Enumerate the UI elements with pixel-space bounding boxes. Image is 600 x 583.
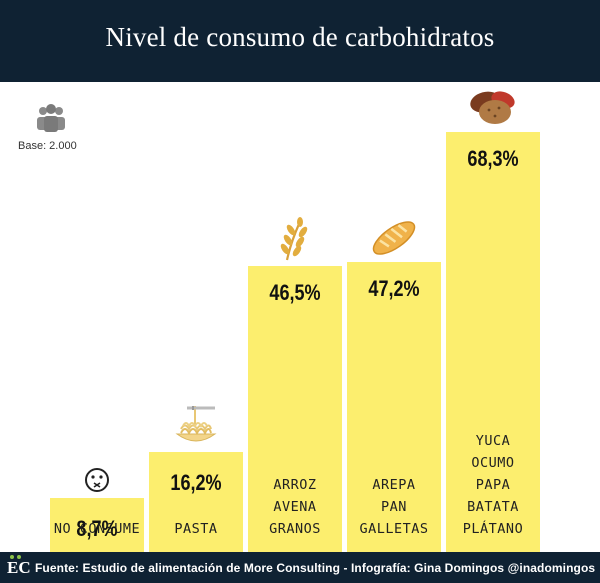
category-line: PAPA — [475, 477, 511, 493]
root-vegetables-icon — [465, 86, 521, 133]
bar-category-label: AREPA PAN GALLETAS — [347, 474, 441, 540]
grain-stalk-icon — [277, 216, 313, 267]
bread-icon — [369, 218, 419, 263]
bar-5: 68,3% YUCA OCUMO PAPA BATATA PLÁTANO — [446, 132, 540, 552]
header-bar: Nivel de consumo de carbohidratos — [0, 0, 600, 82]
category-line: BATATA — [467, 499, 519, 515]
people-icon — [37, 104, 65, 132]
bar-category-label: YUCA OCUMO PAPA BATATA PLÁTANO — [446, 430, 540, 540]
category-line: AVENA — [273, 499, 317, 515]
category-line: OCUMO — [471, 455, 515, 471]
footer-source-text: Fuente: Estudio de alimentación de More … — [35, 561, 596, 575]
bar-4: 47,2% AREPA PAN GALLETAS — [347, 262, 441, 552]
category-line: GRANOS — [269, 521, 321, 537]
category-line: ARROZ — [273, 477, 317, 493]
bar-category-label: PASTA — [149, 518, 243, 540]
pasta-icon — [173, 402, 219, 453]
category-line: PAN — [381, 499, 407, 515]
category-line: AREPA — [372, 477, 416, 493]
category-line: YUCA — [475, 433, 511, 449]
bar-category-label: ARROZ AVENA GRANOS — [248, 474, 342, 540]
bar-value-label: 16,2% — [170, 470, 222, 495]
bar-value-label: 68,3% — [467, 146, 519, 171]
category-line: PLÁTANO — [462, 521, 524, 537]
bar-2: 16,2% PASTA — [149, 452, 243, 552]
bar-1: 8,7% NO CONSUME — [50, 498, 144, 552]
bar-value-label: 46,5% — [269, 280, 321, 305]
bar-value-label: 8,7% — [76, 516, 118, 541]
category-line: NO CONSUME — [53, 521, 141, 537]
no-consume-face-icon — [83, 466, 111, 499]
category-line: GALLETAS — [359, 521, 429, 537]
footer-logo-text: EC — [7, 558, 31, 577]
base-label: Base: 2.000 — [18, 140, 77, 152]
page-title: Nivel de consumo de carbohidratos — [105, 22, 495, 52]
footer-bar: EC Fuente: Estudio de alimentación de Mo… — [0, 552, 600, 583]
footer-logo: EC — [7, 555, 31, 578]
category-line: PASTA — [174, 521, 218, 537]
bar-category-label: NO CONSUME — [50, 518, 144, 540]
bar-3: 46,5% ARROZ AVENA GRANOS — [248, 266, 342, 552]
bar-value-label: 47,2% — [368, 276, 420, 301]
